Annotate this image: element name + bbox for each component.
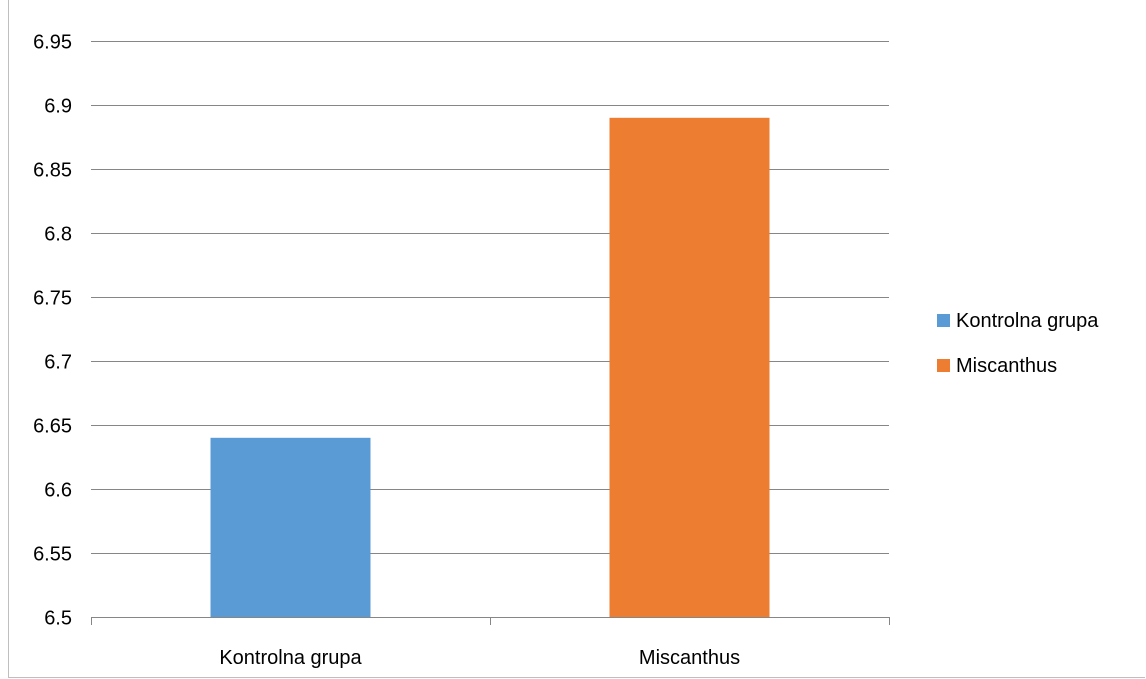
legend: Kontrolna grupa Miscanthus — [937, 310, 1099, 377]
x-axis — [91, 617, 890, 625]
x-tick-label: Miscanthus — [639, 647, 740, 669]
y-tick-label: 6.55 — [33, 544, 72, 566]
x-tick-label: Kontrolna grupa — [219, 647, 362, 669]
chart-frame — [8, 0, 1145, 678]
legend-label: Miscanthus — [956, 355, 1057, 377]
y-tick-label: 6.95 — [33, 32, 72, 54]
bar-kontrolna-grupa — [210, 437, 371, 617]
y-tick-label: 6.65 — [33, 416, 72, 438]
y-tick-label: 6.9 — [44, 96, 72, 118]
legend-label: Kontrolna grupa — [956, 310, 1099, 332]
legend-swatch — [937, 359, 950, 372]
legend-swatch — [937, 314, 950, 327]
y-tick-label: 6.85 — [33, 160, 72, 182]
y-axis-tick-labels: 6.5 6.55 6.6 6.65 6.7 6.75 6.8 6.85 6.9 6.95 — [33, 32, 72, 630]
y-tick-label: 6.7 — [44, 352, 72, 374]
y-tick-label: 6.5 — [44, 608, 72, 630]
bars — [210, 117, 770, 618]
bar-miscanthus — [609, 117, 770, 618]
y-tick-label: 6.8 — [44, 224, 72, 246]
y-tick-label: 6.75 — [33, 288, 72, 310]
y-tick-label: 6.6 — [44, 480, 72, 502]
x-axis-tick-labels: Kontrolna grupa Miscanthus — [219, 647, 740, 669]
